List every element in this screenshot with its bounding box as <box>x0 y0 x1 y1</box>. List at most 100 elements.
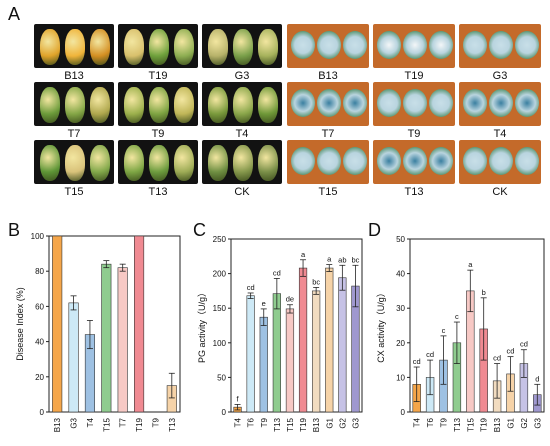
photo-label: B13 <box>64 70 84 82</box>
dish-photo: T15 <box>287 140 369 198</box>
x-tick-label: T4 <box>234 417 243 427</box>
dish-icon <box>291 31 315 59</box>
dish-icon <box>429 31 453 59</box>
fruit-icon <box>233 87 253 123</box>
x-tick-label: B13 <box>493 417 502 432</box>
significance-letter: cd <box>426 350 434 359</box>
y-axis-label: PG activity（U/g） <box>197 288 207 363</box>
bar-g1 <box>325 267 334 413</box>
dish-icon <box>403 147 427 175</box>
photo-label: T7 <box>321 128 335 140</box>
significance-letter: cd <box>273 268 281 277</box>
x-tick-label: G3 <box>70 417 79 428</box>
significance-letter: bc <box>351 255 359 264</box>
photo-label: T13 <box>404 186 424 198</box>
y-tick-label: 60 <box>35 302 44 311</box>
plot-frame <box>409 238 545 413</box>
fruit-icon <box>174 145 194 181</box>
dish-icon <box>515 147 539 175</box>
dish-icon <box>317 147 341 175</box>
significance-letter: e <box>262 299 266 308</box>
panel-letter-c: C <box>193 220 206 240</box>
significance-letter: cd <box>247 283 255 292</box>
bar-t6 <box>246 295 255 413</box>
dish-icon <box>291 147 315 175</box>
x-tick-label: T9 <box>151 417 160 427</box>
significance-letter: a <box>327 255 332 264</box>
bar-g3 <box>68 302 79 413</box>
x-tick-label: B13 <box>53 417 62 432</box>
significance-letter: b <box>482 288 486 297</box>
photo-label: T15 <box>318 186 338 198</box>
dish-icon <box>377 31 401 59</box>
fruit-icon <box>174 29 194 65</box>
x-tick-label: T19 <box>299 417 308 431</box>
fruit-photo: T7 <box>34 82 114 140</box>
chart-cx-activity: 0 10 20 30 40 50 CX activity（U/g） cd T4 cd T6 c T9 c T… <box>376 235 545 432</box>
significance-letter: de <box>286 295 294 304</box>
dish-icon <box>489 147 513 175</box>
fruit-photo: T15 <box>34 140 114 198</box>
x-tick-label: G2 <box>338 417 347 428</box>
x-tick-label: G3 <box>351 417 360 428</box>
x-tick-label: T15 <box>102 417 111 431</box>
significance-letter: bc <box>312 277 320 286</box>
photo-label: T9 <box>151 128 165 140</box>
photo-label: G3 <box>234 70 250 82</box>
fruit-icon <box>65 29 85 65</box>
panel-letter-a: A <box>8 4 21 24</box>
x-tick-label: T6 <box>426 417 435 427</box>
fruit-photo-panel: B13 T19 G3 T7 T9 T4 T15 T13 CK <box>34 24 282 198</box>
bar-t7 <box>117 267 128 413</box>
fruit-icon <box>65 145 85 181</box>
dish-icon <box>515 89 539 117</box>
fruit-icon <box>149 29 169 65</box>
dish-icon <box>463 31 487 59</box>
x-tick-label: G1 <box>507 417 516 428</box>
petri-dish-photo-panel: B13 T19 G3 T7 T9 T4 T15 T13 CK <box>287 24 541 198</box>
x-tick-label: T19 <box>135 417 144 431</box>
y-axis-label: Disease Index (%) <box>15 287 25 361</box>
x-tick-label: T13 <box>453 417 462 431</box>
x-tick-label: T13 <box>273 417 282 431</box>
bar-t19 <box>134 235 145 413</box>
fruit-icon <box>208 145 228 181</box>
y-tick-label: 0 <box>401 408 406 417</box>
x-tick-label: T13 <box>168 417 177 431</box>
x-tick-label: T19 <box>480 417 489 431</box>
significance-letter: ab <box>338 255 346 264</box>
photo-label: T7 <box>67 128 81 140</box>
dish-icon <box>489 31 513 59</box>
fruit-icon <box>258 87 278 123</box>
x-tick-label: T9 <box>260 417 269 427</box>
y-tick-label: 40 <box>35 338 44 347</box>
plot-frame <box>230 238 363 413</box>
bar-t13 <box>272 293 281 413</box>
y-tick-label: 40 <box>396 270 405 279</box>
plot-frame <box>48 235 181 413</box>
dish-icon <box>291 89 315 117</box>
dish-icon <box>429 147 453 175</box>
y-tick-label: 0 <box>40 408 45 417</box>
photo-label: B13 <box>318 70 338 82</box>
fruit-photo: CK <box>202 140 282 198</box>
x-tick-label: G2 <box>520 417 529 428</box>
y-tick-label: 30 <box>396 304 405 313</box>
y-tick-label: 20 <box>396 339 405 348</box>
fruit-icon <box>90 87 110 123</box>
y-tick-label: 150 <box>213 304 227 313</box>
x-tick-label: T4 <box>86 417 95 427</box>
dish-icon <box>377 89 401 117</box>
panel-letter-b: B <box>8 220 21 240</box>
significance-letter: cd <box>413 357 421 366</box>
y-tick-label: 20 <box>35 373 44 382</box>
dish-photo: T7 <box>287 82 369 140</box>
fruit-icon <box>40 29 60 65</box>
dish-photo: CK <box>459 140 541 198</box>
significance-letter: cd <box>493 354 501 363</box>
significance-letter: cd <box>520 340 528 349</box>
photo-label: T15 <box>64 186 84 198</box>
dish-icon <box>515 31 539 59</box>
x-tick-label: T15 <box>286 417 295 431</box>
